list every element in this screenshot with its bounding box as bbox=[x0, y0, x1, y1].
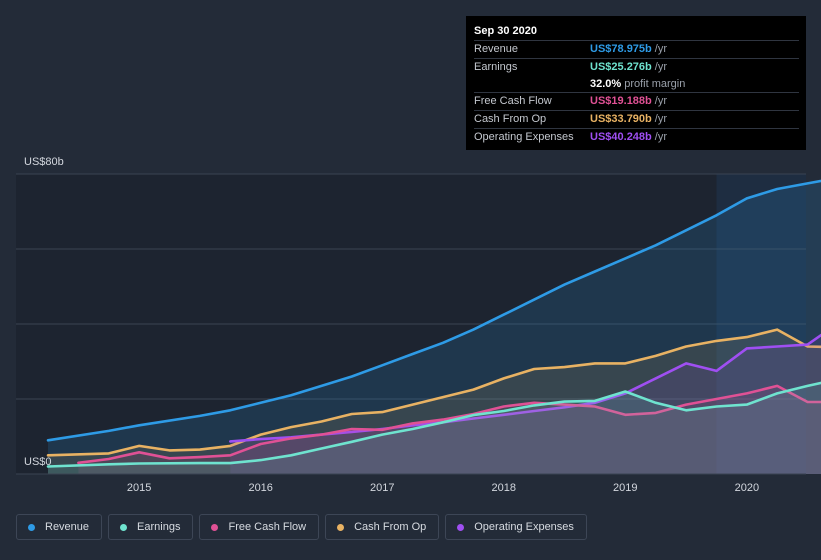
x-tick-label: 2017 bbox=[369, 482, 395, 494]
earnings-area bbox=[48, 382, 821, 474]
tooltip-unit: /yr bbox=[654, 60, 667, 73]
legend-dot-icon bbox=[457, 523, 465, 531]
legend-label: Operating Expenses bbox=[474, 521, 574, 533]
free_cash_flow-line bbox=[77, 384, 821, 465]
legend-item-free-cash-flow[interactable]: Free Cash Flow bbox=[199, 514, 320, 540]
legend-label: Free Cash Flow bbox=[228, 521, 307, 533]
tooltip-label: Earnings bbox=[474, 60, 518, 73]
legend-dot-icon bbox=[211, 523, 219, 531]
tooltip-label: Free Cash Flow bbox=[474, 95, 552, 108]
tooltip-value: US$19.188b bbox=[590, 95, 652, 108]
legend-label: Revenue bbox=[45, 521, 90, 533]
tooltip: Sep 30 2020 Revenue US$78.975b/yr Earnings… bbox=[466, 16, 806, 150]
legend-dot-icon bbox=[337, 523, 345, 531]
legend-item-earnings[interactable]: Earnings bbox=[108, 514, 194, 540]
cash_from_op-line bbox=[46, 328, 821, 457]
legend-label: Earnings bbox=[137, 521, 181, 533]
tooltip-row: Free Cash Flow US$19.188b/yr bbox=[474, 92, 799, 110]
tooltip-label: Cash From Op bbox=[474, 113, 547, 126]
legend-item-cash-from-op[interactable]: Cash From Op bbox=[325, 514, 440, 540]
tooltip-row: Operating Expenses US$40.248b/yr bbox=[474, 127, 799, 146]
tooltip-value: US$78.975b bbox=[590, 43, 652, 55]
tooltip-unit: profit margin bbox=[624, 77, 686, 90]
y-axis-bottom-label: US$0 bbox=[24, 456, 52, 468]
legend-dot-icon bbox=[120, 523, 128, 531]
y-axis-top-label: US$80b bbox=[24, 156, 64, 168]
x-tick-label: 2019 bbox=[613, 482, 638, 494]
tooltip-unit: /yr bbox=[654, 95, 667, 108]
earnings-line bbox=[46, 381, 821, 468]
x-tick-label: 2015 bbox=[126, 482, 152, 494]
x-tick-label: 2018 bbox=[491, 482, 517, 494]
tooltip-value: 32.0% bbox=[590, 77, 622, 90]
tooltip-row: 32.0% profit margin bbox=[474, 76, 799, 93]
tooltip-date: Sep 30 2020 bbox=[474, 25, 537, 37]
tooltip-label: Revenue bbox=[474, 43, 519, 55]
tooltip-unit: /yr bbox=[654, 113, 667, 126]
revenue-line bbox=[46, 179, 821, 442]
tooltip-value: US$33.790b bbox=[590, 113, 652, 126]
legend: Revenue Earnings Free Cash Flow Cash From O… bbox=[16, 514, 587, 540]
free_cash_flow-area bbox=[78, 385, 821, 474]
legend-label: Cash From Op bbox=[354, 521, 427, 533]
tooltip-value: US$40.248b bbox=[590, 130, 652, 143]
cash_from_op-area bbox=[48, 329, 821, 474]
revenue-area bbox=[48, 180, 821, 474]
tooltip-row: Cash From Op US$33.790b/yr bbox=[474, 110, 799, 128]
legend-item-operating-expenses[interactable]: Operating Expenses bbox=[445, 514, 587, 540]
x-tick-label: 2016 bbox=[248, 482, 273, 494]
tooltip-row: Revenue US$78.975b/yr bbox=[474, 40, 799, 58]
legend-item-revenue[interactable]: Revenue bbox=[16, 514, 103, 540]
tooltip-value: US$25.276b bbox=[590, 60, 652, 73]
tooltip-unit: /yr bbox=[654, 130, 667, 143]
tooltip-label: Operating Expenses bbox=[474, 130, 574, 143]
tooltip-label bbox=[474, 76, 590, 93]
x-tick-label: 2020 bbox=[734, 482, 760, 494]
tooltip-row: Earnings US$25.276b/yr bbox=[474, 57, 799, 76]
legend-dot-icon bbox=[28, 523, 35, 531]
tooltip-unit: /yr bbox=[654, 43, 667, 55]
